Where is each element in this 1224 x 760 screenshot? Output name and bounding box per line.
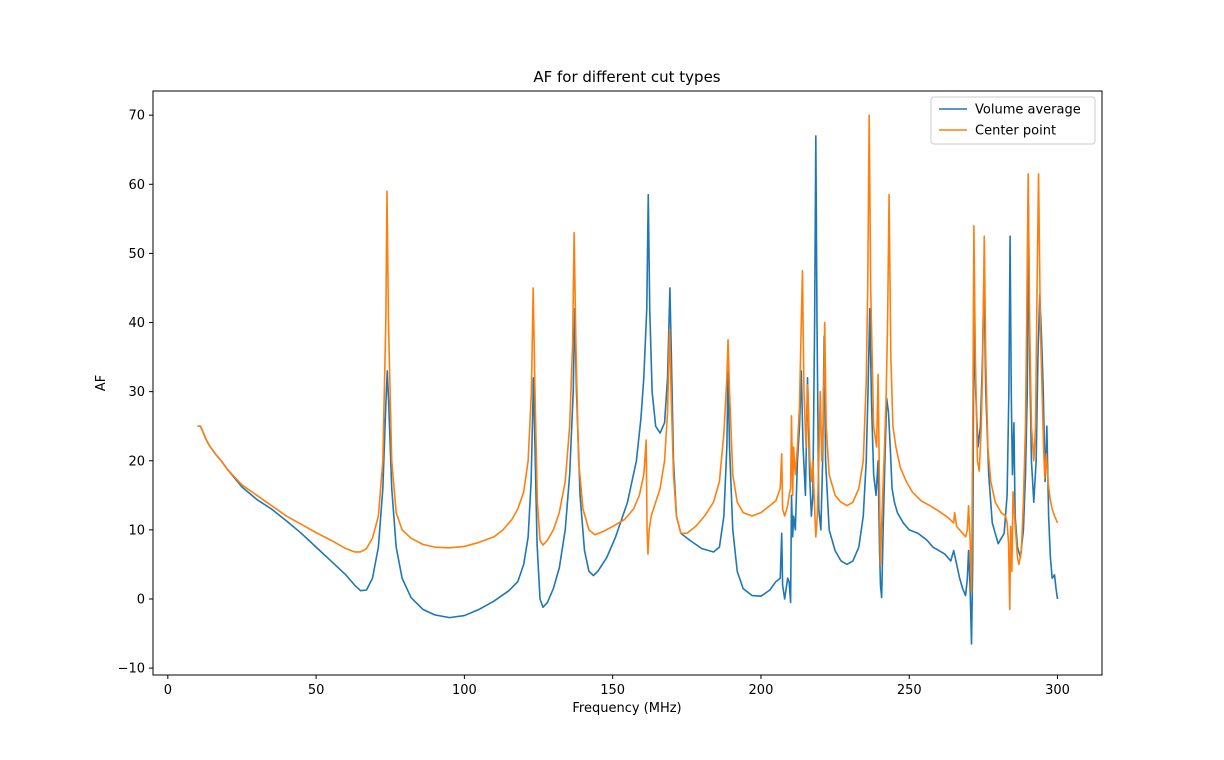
chart-title: AF for different cut types xyxy=(533,68,720,86)
y-tick-label: 40 xyxy=(128,316,145,331)
y-tick-label: 50 xyxy=(128,247,145,262)
x-tick-label: 250 xyxy=(897,683,922,698)
plot-frame xyxy=(152,90,1103,676)
series-line-center-point xyxy=(197,114,1059,611)
y-tick-label: 30 xyxy=(128,385,145,400)
x-tick-label: 0 xyxy=(164,683,172,698)
x-axis: 0 50 100 150 200 250 300 xyxy=(164,675,1070,698)
series-layer xyxy=(197,114,1059,645)
legend-box xyxy=(930,96,1096,145)
x-tick-label: 50 xyxy=(308,683,325,698)
x-tick-label: 200 xyxy=(749,683,774,698)
y-tick-label: 10 xyxy=(128,523,145,538)
y-tick-label: 20 xyxy=(128,454,145,469)
y-axis: −10 0 10 20 30 40 50 60 70 xyxy=(118,109,153,677)
x-tick-label: 100 xyxy=(452,683,477,698)
legend-label-volume-average: Volume average xyxy=(975,103,1081,118)
x-axis-label: Frequency (MHz) xyxy=(572,701,681,716)
x-tick-label: 300 xyxy=(1045,683,1070,698)
series-line-volume-average xyxy=(197,135,1059,645)
y-tick-label: 60 xyxy=(128,178,145,193)
y-tick-label: −10 xyxy=(118,662,145,677)
legend: Volume average Center point xyxy=(930,96,1096,145)
y-tick-label: 70 xyxy=(128,109,145,124)
y-axis-label: AF xyxy=(94,375,109,391)
y-tick-label: 0 xyxy=(137,592,145,607)
x-tick-label: 150 xyxy=(600,683,625,698)
legend-label-center-point: Center point xyxy=(975,124,1056,139)
